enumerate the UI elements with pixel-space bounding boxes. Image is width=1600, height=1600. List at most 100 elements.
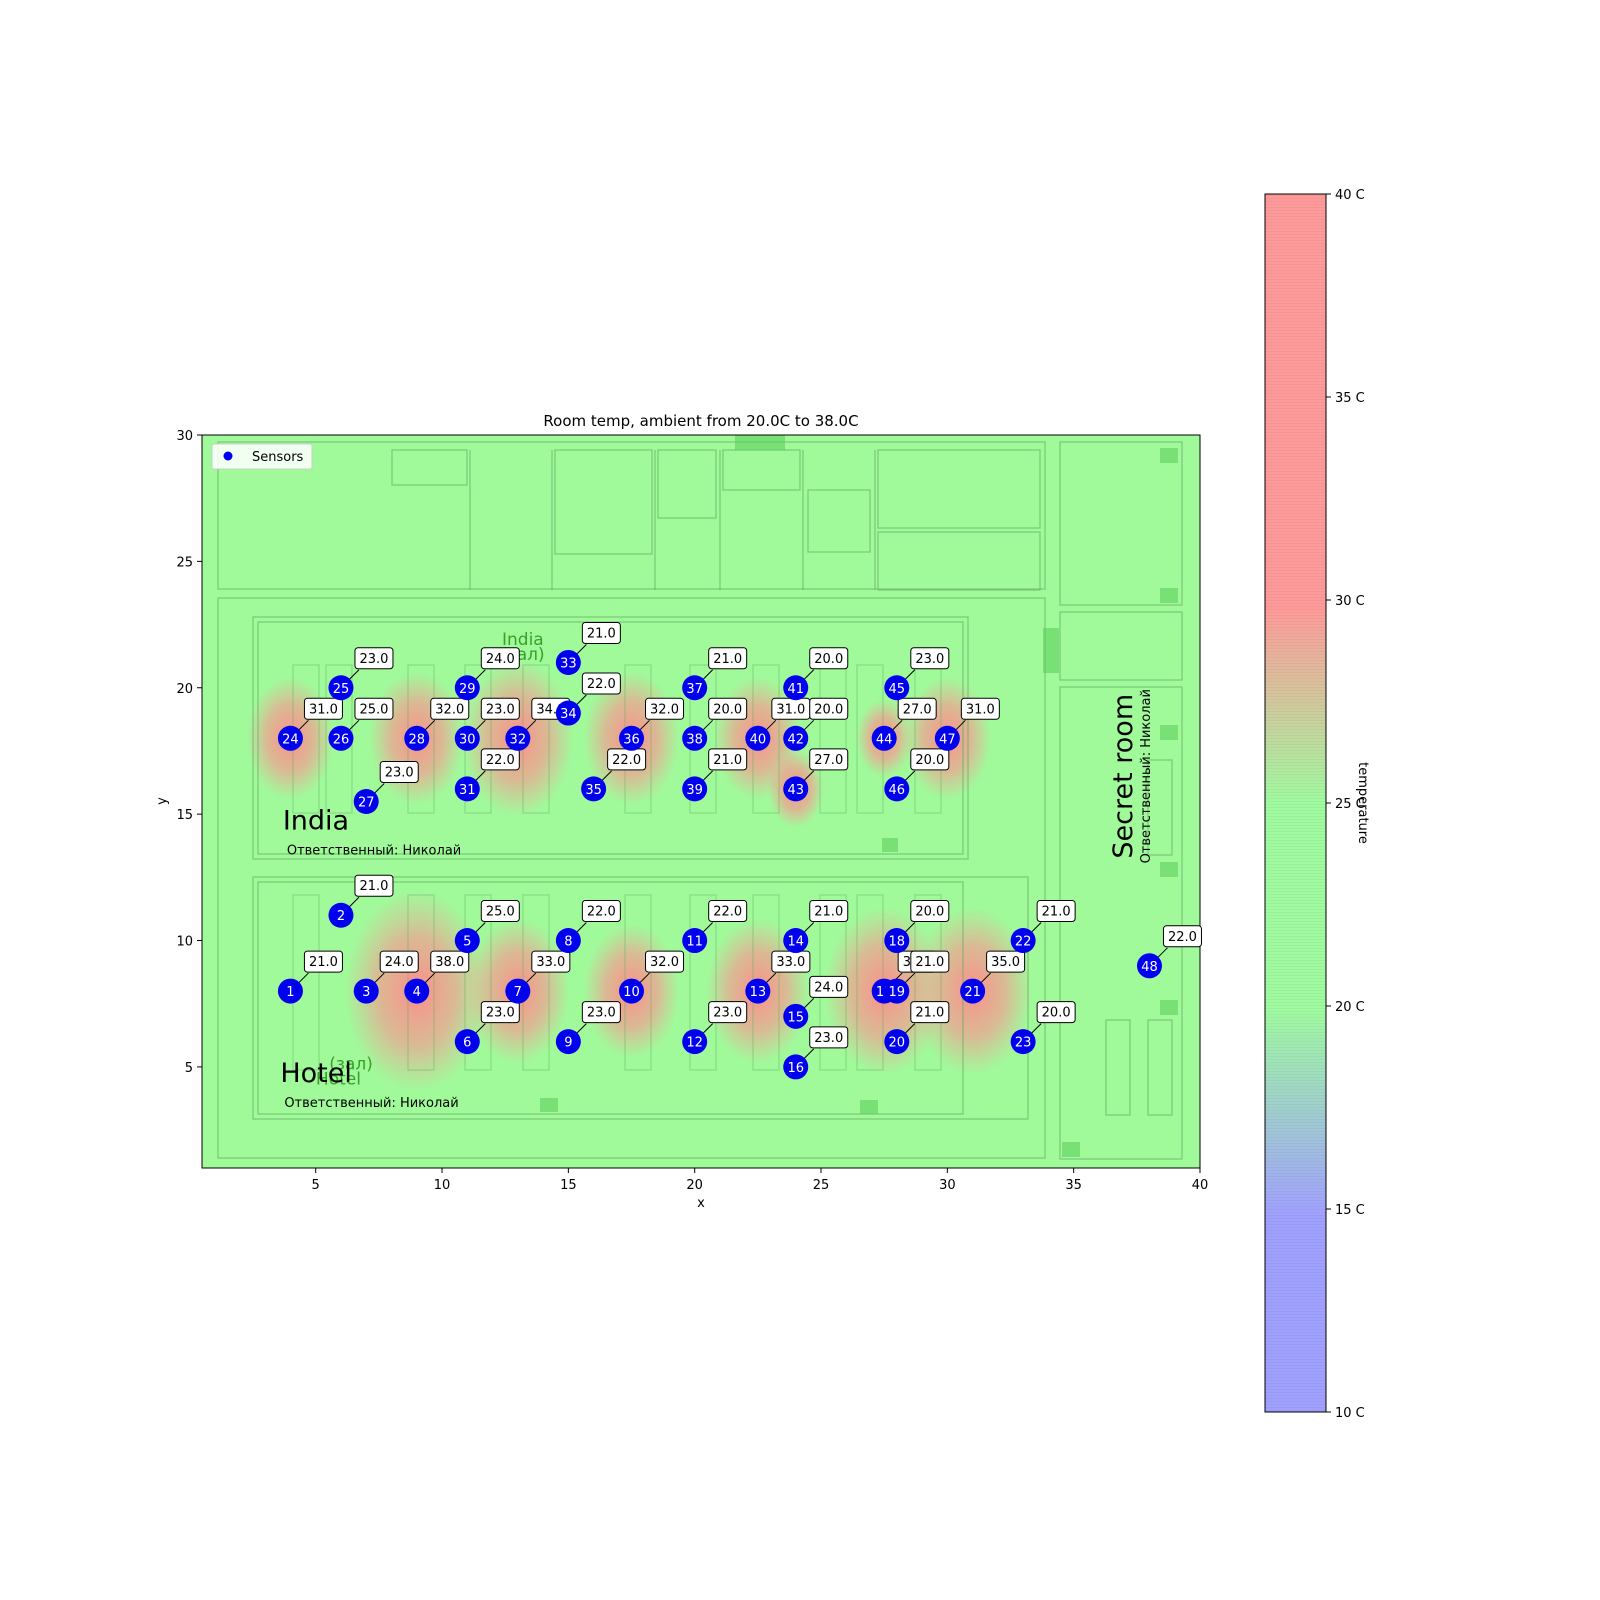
sensor-id: 8 xyxy=(564,935,572,950)
sensor-marker xyxy=(454,1029,480,1055)
x-tick-label: 10 xyxy=(434,1178,451,1193)
sensor-marker xyxy=(1010,1029,1036,1055)
plan-label: (зал) xyxy=(329,1054,373,1074)
temperature-label: 21.0 xyxy=(587,626,616,641)
sensor-marker xyxy=(454,725,480,751)
plan-label: India xyxy=(502,630,544,650)
room-name: Hotel xyxy=(280,1058,352,1089)
sensor-id: 1 xyxy=(286,985,294,1000)
sensor-id: 5 xyxy=(463,935,471,950)
sensor-marker xyxy=(277,725,303,751)
temperature-label: 32.0 xyxy=(435,702,464,717)
temperature-label: 22.0 xyxy=(612,753,641,768)
sensor-marker xyxy=(505,978,531,1004)
sensors: 21.0 1 21.0 2 24.0 3 38.0 4 25.0 5 23.0 6 33.0 7 22.0 8… xyxy=(277,621,1202,1080)
sensor-marker xyxy=(404,725,430,751)
legend-marker xyxy=(223,451,233,461)
sensor-marker xyxy=(871,725,897,751)
sensor-marker xyxy=(619,725,645,751)
sensor-marker xyxy=(783,928,809,954)
x-axis: 5 10 15 20 25 30 35 40 xyxy=(312,1168,1209,1193)
temperature-label: 21.0 xyxy=(915,955,944,970)
sensor-id: 43 xyxy=(787,783,804,798)
sensor-id: 22 xyxy=(1015,935,1032,950)
temperature-label: 24.0 xyxy=(486,652,515,667)
sensor-marker xyxy=(353,789,379,814)
sensor-id: 23 xyxy=(1015,1036,1032,1051)
temperature-box xyxy=(480,647,520,670)
plan-fills xyxy=(540,435,1178,1157)
y-tick-label: 5 xyxy=(185,1061,193,1076)
sensor-id: 2 xyxy=(337,909,345,924)
sensor-marker xyxy=(884,776,910,802)
sensor-marker xyxy=(581,776,607,802)
x-tick-label: 35 xyxy=(1065,1178,1082,1193)
y-tick-label: 15 xyxy=(176,808,193,823)
room-label-group: Secret room Ответственный: Николай xyxy=(1108,689,1154,863)
temperature-label: 20.0 xyxy=(915,753,944,768)
sensor-marker xyxy=(555,1029,581,1055)
plan-label: Hotel xyxy=(316,1070,361,1090)
sensor-id: 21 xyxy=(964,985,981,1000)
temperature-label: 38.0 xyxy=(435,955,464,970)
temperature-box xyxy=(910,748,950,771)
temperature-box xyxy=(480,1001,520,1024)
temperature-label: 22.0 xyxy=(486,753,515,768)
sensor-id: 12 xyxy=(686,1036,703,1051)
sensor-id: 9 xyxy=(564,1036,572,1051)
temperature-label: 33.0 xyxy=(536,955,565,970)
sensor-marker xyxy=(884,675,910,701)
colorbar-tick-label: 40 C xyxy=(1335,188,1365,203)
temperature-label: 22.0 xyxy=(587,905,616,920)
colorbar-ticks: 10 C 15 C 20 C 25 C 30 C 35 C 40 C xyxy=(1326,188,1365,1421)
chart-title: Room temp, ambient from 20.0C to 38.0C xyxy=(543,412,858,430)
sensor-marker xyxy=(1136,953,1162,979)
temperature-label: 31.0 xyxy=(309,702,338,717)
temperature-box xyxy=(708,647,748,670)
temperature-label: 27.0 xyxy=(814,753,843,768)
temperature-label: 25.0 xyxy=(486,905,515,920)
temperature-label: 23.0 xyxy=(486,702,515,717)
sensor-id: 34 xyxy=(560,707,577,722)
sensor-id: 36 xyxy=(623,732,640,747)
colorbar: 10 C 15 C 20 C 25 C 30 C 35 C 40 C temperature xyxy=(1264,188,1370,1421)
temperature-label: 21.0 xyxy=(359,879,388,894)
temperature-box xyxy=(910,900,950,923)
temperature-label: 21.0 xyxy=(713,652,742,667)
temperature-label: 33.0 xyxy=(776,955,805,970)
sensor-marker xyxy=(783,776,809,802)
sensor-id: 28 xyxy=(408,732,425,747)
temperature-box xyxy=(354,647,394,670)
sensor-id: 39 xyxy=(686,783,703,798)
temperature-box xyxy=(645,697,685,720)
sensor-marker xyxy=(783,1054,809,1080)
temperature-box xyxy=(379,761,419,783)
colorbar-tick-label: 20 C xyxy=(1335,1000,1365,1015)
sensor-marker xyxy=(783,1003,809,1029)
temperature-box xyxy=(581,900,621,923)
y-tick-label: 25 xyxy=(176,555,193,570)
x-tick-label: 40 xyxy=(1192,1178,1209,1193)
sensor-marker xyxy=(505,725,531,751)
sensor-id: 31 xyxy=(459,783,476,798)
temperature-box xyxy=(480,748,520,771)
x-tick-label: 5 xyxy=(312,1178,320,1193)
temperature-box xyxy=(480,697,520,720)
temperature-label: 23.0 xyxy=(814,1031,843,1046)
temperature-box xyxy=(303,950,343,973)
sensor-id: 6 xyxy=(463,1036,471,1051)
room-responsible: Ответственный: Николай xyxy=(287,843,461,858)
temperature-box xyxy=(897,697,937,720)
plot-frame xyxy=(201,434,1201,1169)
sensor-marker xyxy=(783,725,809,751)
sensor-marker xyxy=(277,978,303,1004)
legend: Sensors xyxy=(211,443,313,470)
sensor-id: 26 xyxy=(333,732,350,747)
temperature-box xyxy=(531,950,571,973)
temperature-label: 21.0 xyxy=(814,905,843,920)
temperature-label: 20.0 xyxy=(915,905,944,920)
temperature-box xyxy=(708,900,748,923)
sensor-marker xyxy=(1010,928,1036,954)
colorbar-tick-label: 10 C xyxy=(1335,1406,1365,1421)
sensor-id: 16 xyxy=(787,1061,804,1076)
